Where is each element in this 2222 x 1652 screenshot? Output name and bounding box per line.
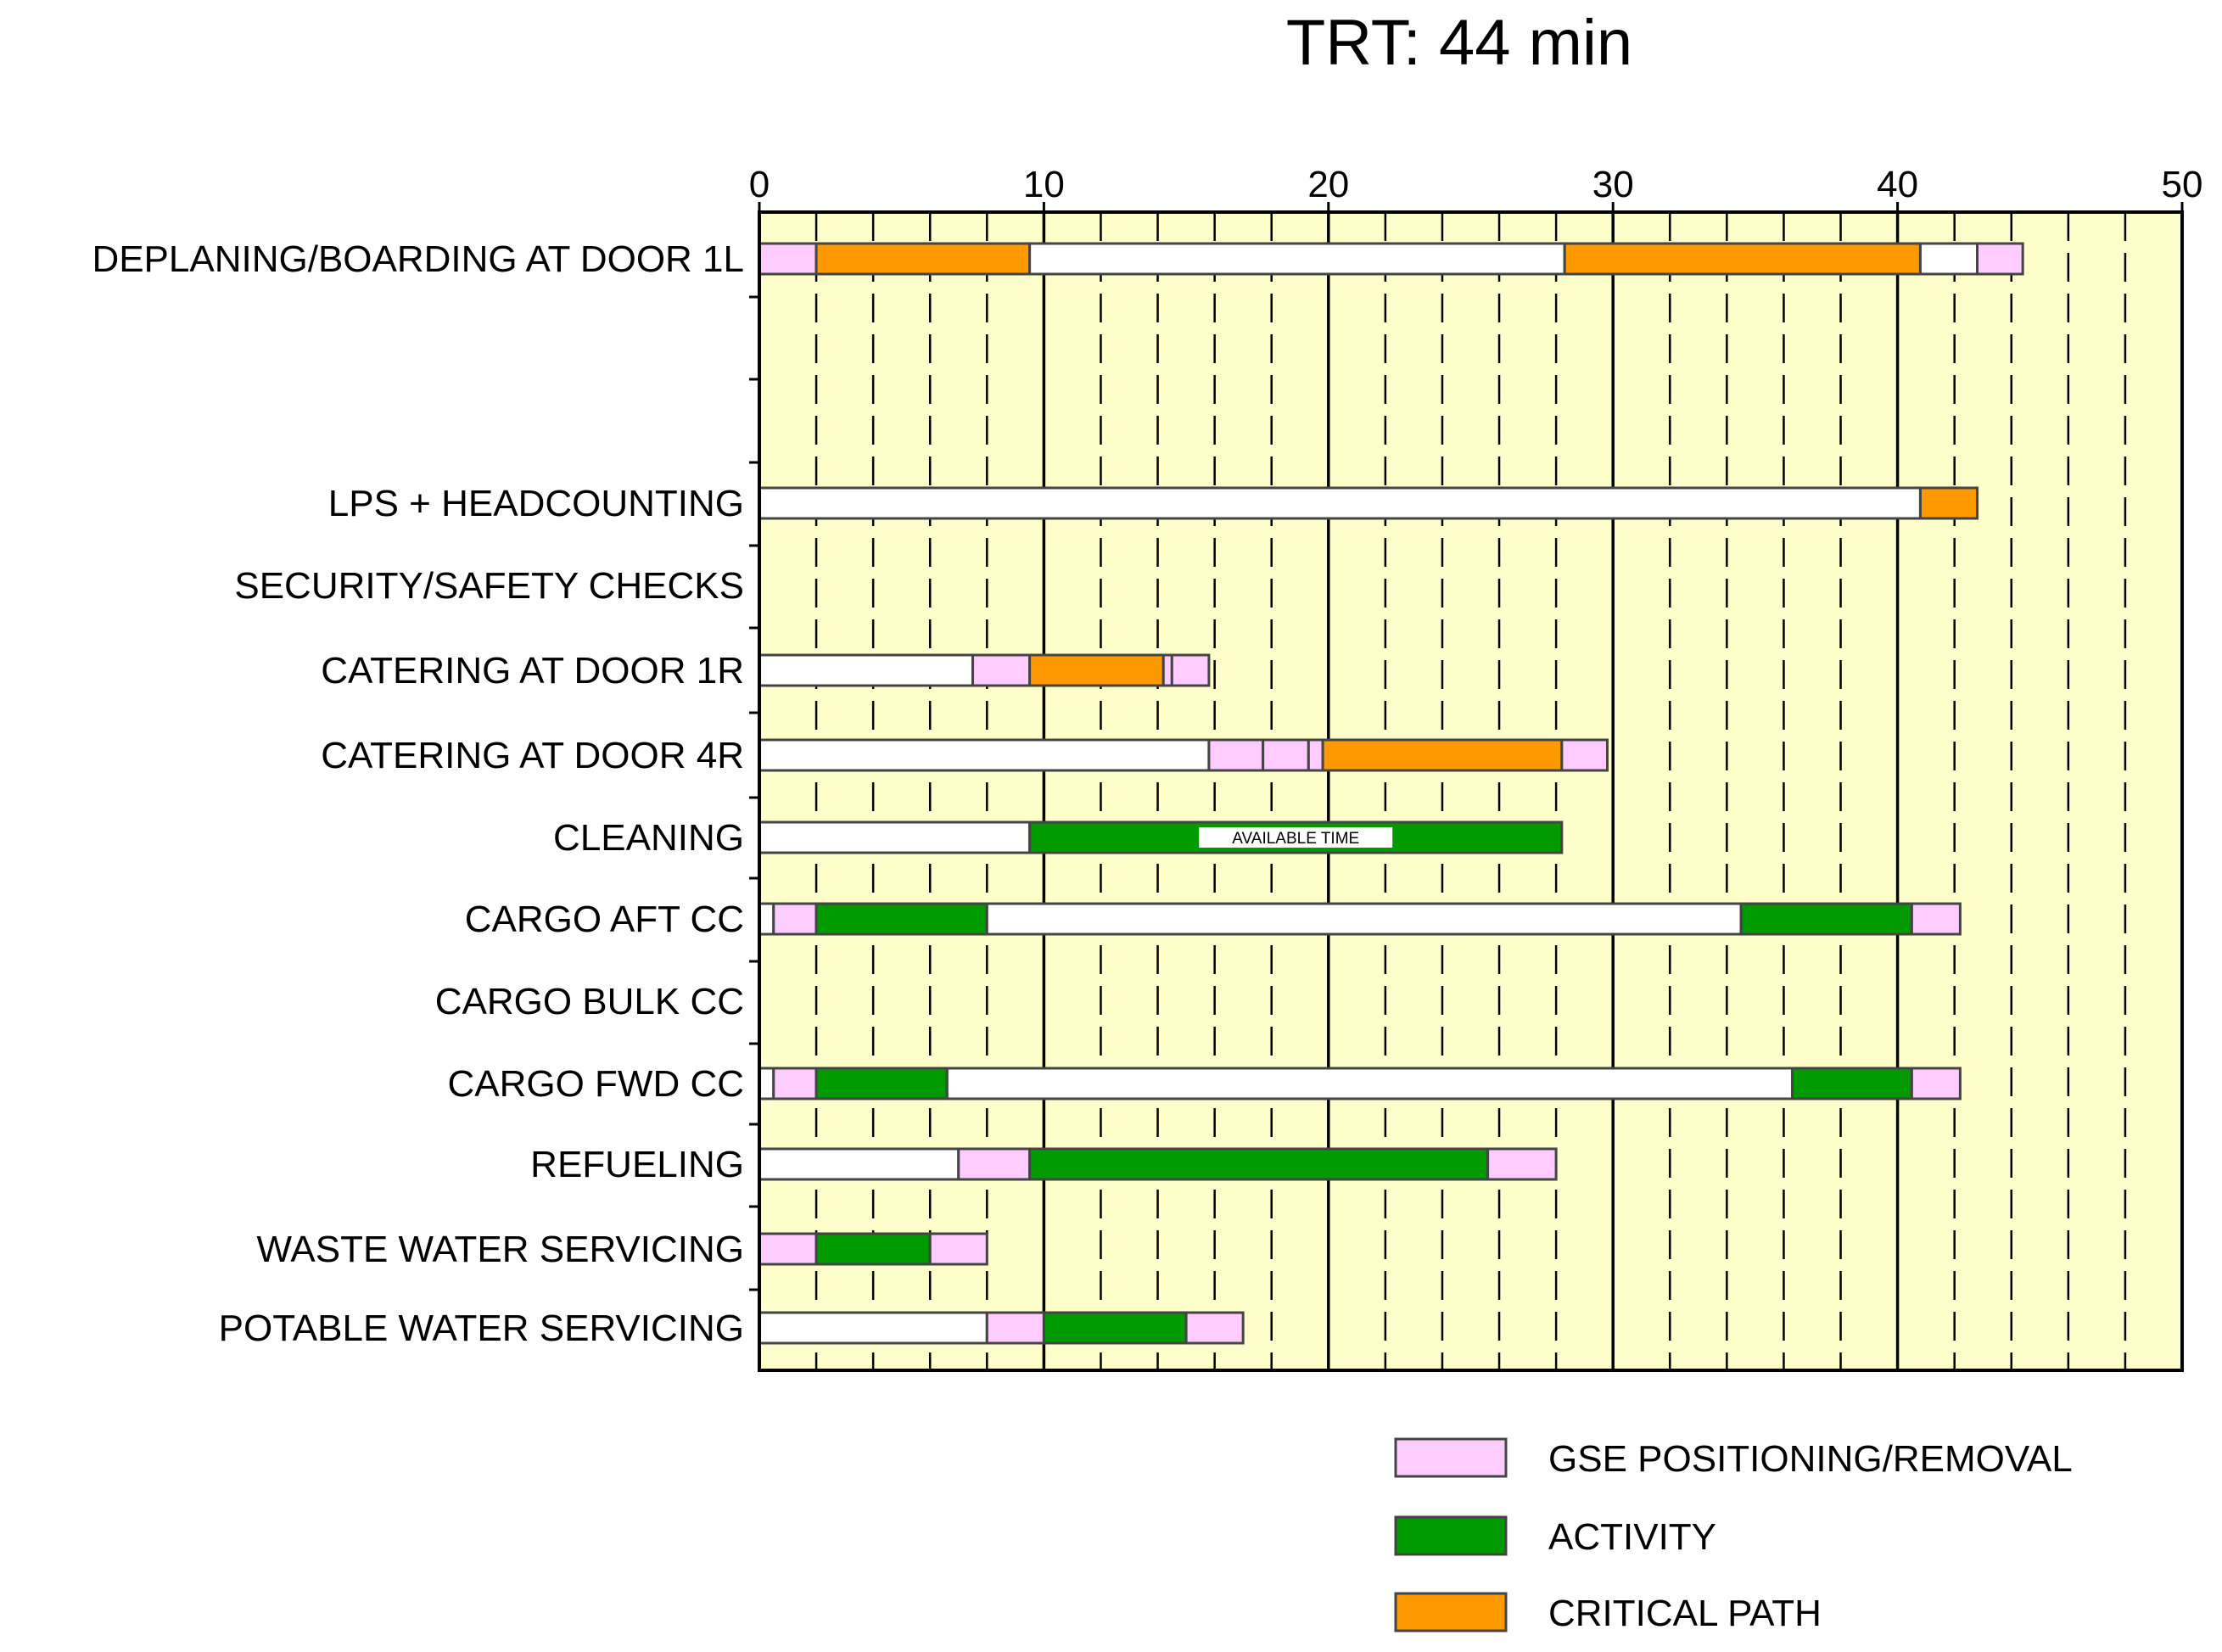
task-label: DEPLANING/BOARDING AT DOOR 1L: [92, 238, 744, 280]
bar-segment-activity: [814, 1232, 932, 1266]
bar-segment-critical: [1028, 653, 1165, 687]
x-tick-label: 30: [1592, 164, 1634, 205]
task-label: WASTE WATER SERVICING: [257, 1229, 745, 1270]
bar-segment-gse: [1910, 902, 1962, 936]
bar-segment-gse: [1262, 738, 1310, 772]
bar-segment-critical: [1918, 486, 1979, 520]
bar-segment-gse: [1910, 1067, 1962, 1100]
task-label: CARGO FWD CC: [447, 1063, 744, 1105]
task-label: REFUELING: [530, 1144, 744, 1185]
legend-swatch-gse: [1394, 1437, 1508, 1478]
annotation-background: [1199, 827, 1393, 848]
bar-segment-activity: [1791, 1067, 1913, 1100]
legend-label: GSE POSITIONING/REMOVAL: [1548, 1438, 2073, 1480]
plot-area: 0 10 20 30 40 50 DEPLANING/BOARDING AT DOOR 1L…: [92, 164, 2203, 1372]
bar-segment-activity: [814, 1067, 949, 1100]
bar-segment-activity: [814, 902, 988, 936]
bar-segment-idle: [758, 1147, 960, 1181]
bar-segment-activity: [1042, 1311, 1188, 1345]
x-tick-label: 0: [749, 164, 770, 205]
bar-segment-gse: [985, 1311, 1045, 1345]
bar-segment-gse: [1976, 242, 2024, 276]
bar-segment-gse: [1307, 738, 1324, 772]
legend-label: ACTIVITY: [1548, 1516, 1716, 1558]
bar-segment-idle: [1918, 242, 1979, 276]
legend-swatch-critical: [1394, 1592, 1508, 1632]
bar-segment-critical: [1321, 738, 1564, 772]
bar-segment-critical: [1563, 242, 1922, 276]
bar-segment-idle: [758, 1311, 988, 1345]
bar-segment-gse: [1486, 1147, 1558, 1181]
x-tick-label: 10: [1023, 164, 1065, 205]
bar-segment-gse: [1184, 1311, 1245, 1345]
bar-segment-idle: [758, 738, 1211, 772]
bar-segment-gse: [957, 1147, 1032, 1181]
bar-segment-critical: [814, 242, 1032, 276]
task-label: CLEANING: [553, 817, 744, 859]
bar-segment-idle: [758, 486, 1922, 520]
bar-segment-gse: [928, 1232, 988, 1266]
task-label: CATERING AT DOOR 4R: [321, 735, 744, 776]
bar-segment-gse: [1161, 653, 1173, 687]
bar-segment-idle: [758, 1067, 775, 1100]
bar-segment-idle: [758, 653, 975, 687]
available-time-annotation: AVAILABLE TIME: [1232, 830, 1359, 848]
bar-segment-gse: [772, 1067, 818, 1100]
x-tick-label: 50: [2162, 164, 2203, 205]
bar-segment-gse: [1207, 738, 1265, 772]
bar-segment-activity: [1739, 902, 1913, 936]
legend: GSE POSITIONING/REMOVAL ACTIVITY CRITICAL …: [1394, 1437, 2073, 1634]
task-label: SECURITY/SAFETY CHECKS: [234, 565, 744, 607]
x-tick-label: 20: [1307, 164, 1349, 205]
bar-segment-gse: [758, 1232, 818, 1266]
bar-segment-gse: [971, 653, 1032, 687]
bar-segment-idle: [945, 1067, 1794, 1100]
bar-segment-idle: [1028, 242, 1566, 276]
task-label: POTABLE WATER SERVICING: [219, 1308, 744, 1349]
bar-segment-idle: [758, 820, 1032, 854]
bar-segment-gse: [772, 902, 818, 936]
x-tick-label: 40: [1877, 164, 1918, 205]
task-label: CARGO AFT CC: [465, 899, 744, 940]
task-label: CARGO BULK CC: [435, 981, 744, 1022]
task-label: LPS + HEADCOUNTING: [328, 483, 744, 524]
bar-segment-gse: [1560, 738, 1609, 772]
bar-segment-idle: [758, 902, 775, 936]
plot-frame: [758, 210, 2184, 1372]
task-label: CATERING AT DOOR 1R: [321, 650, 744, 692]
legend-label: CRITICAL PATH: [1548, 1593, 1822, 1634]
bar-segment-gse: [1170, 653, 1211, 687]
plot-background: [759, 212, 2182, 1370]
bar-segment-activity: [1028, 1147, 1490, 1181]
bar-segment-idle: [985, 902, 1743, 936]
legend-swatch-activity: [1394, 1515, 1508, 1556]
chart-title: TRT: 44 min: [1286, 7, 1632, 79]
bar-segment-gse: [758, 242, 818, 276]
